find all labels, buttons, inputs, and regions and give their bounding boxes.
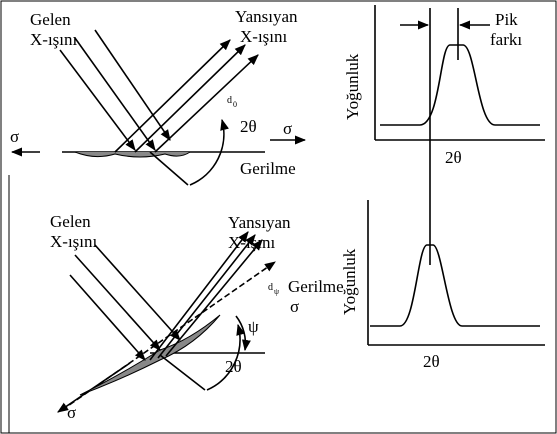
label: σ bbox=[283, 119, 292, 138]
label: ψ bbox=[248, 317, 259, 336]
label: d bbox=[227, 95, 232, 106]
axis-label: Yoğunluk bbox=[340, 248, 359, 315]
label: X-ışını bbox=[50, 232, 98, 251]
axis-label: 2θ bbox=[423, 352, 440, 371]
label: X-ışını bbox=[228, 233, 276, 252]
label: 0 bbox=[233, 100, 237, 109]
label: X-ışını bbox=[30, 30, 78, 49]
label: Gerilme bbox=[240, 159, 296, 178]
axis-label: Yoğunluk bbox=[343, 53, 362, 120]
label: 2θ bbox=[240, 117, 257, 136]
label: σ bbox=[67, 403, 76, 422]
label: d bbox=[268, 282, 273, 293]
label: Pik bbox=[495, 10, 518, 29]
label: farkı bbox=[490, 30, 522, 49]
label: 2θ bbox=[225, 357, 242, 376]
label: σ bbox=[10, 127, 19, 146]
axis-label: 2θ bbox=[445, 148, 462, 167]
label: Gelen bbox=[30, 10, 71, 29]
label: Gelen bbox=[50, 212, 91, 231]
label: Yansıyan bbox=[228, 213, 291, 232]
label: σ bbox=[290, 297, 299, 316]
label: X-ışını bbox=[240, 27, 288, 46]
label: ψ bbox=[274, 287, 279, 296]
label: Yansıyan bbox=[235, 7, 298, 26]
label: Gerilme bbox=[288, 277, 344, 296]
